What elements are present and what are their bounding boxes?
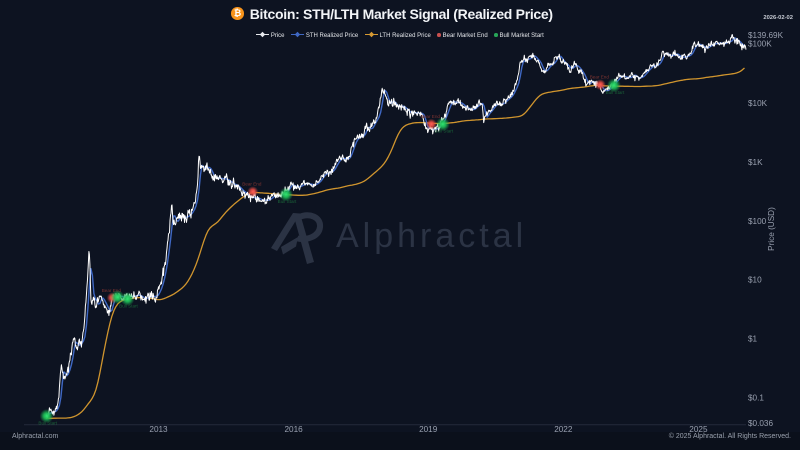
svg-text:2022: 2022	[554, 425, 573, 434]
svg-text:2019: 2019	[419, 425, 438, 434]
svg-text:$10: $10	[748, 276, 762, 285]
svg-text:$10K: $10K	[748, 99, 768, 108]
svg-text:2016: 2016	[284, 425, 303, 434]
svg-text:$0.1: $0.1	[748, 394, 764, 403]
svg-text:Bull Start: Bull Start	[606, 90, 625, 95]
svg-text:$0.036: $0.036	[748, 419, 773, 428]
svg-text:Bull Start: Bull Start	[434, 129, 453, 134]
svg-text:Bear End: Bear End	[590, 75, 610, 80]
svg-text:2025: 2025	[689, 425, 708, 434]
svg-text:Bear End: Bear End	[242, 182, 262, 187]
svg-text:Bear End: Bear End	[421, 114, 441, 119]
svg-text:$139.69K: $139.69K	[748, 31, 784, 40]
svg-text:$1: $1	[748, 335, 758, 344]
svg-text:Bull Start: Bull Start	[278, 199, 297, 204]
svg-text:$100K: $100K	[748, 40, 772, 49]
svg-text:Bull Start: Bull Start	[119, 303, 138, 308]
svg-text:Price (USD): Price (USD)	[767, 207, 776, 251]
svg-text:Bear End: Bear End	[102, 288, 122, 293]
svg-text:Bull Start: Bull Start	[38, 421, 57, 426]
svg-text:$100: $100	[748, 217, 767, 226]
svg-text:2013: 2013	[149, 425, 168, 434]
svg-text:$1K: $1K	[748, 158, 763, 167]
